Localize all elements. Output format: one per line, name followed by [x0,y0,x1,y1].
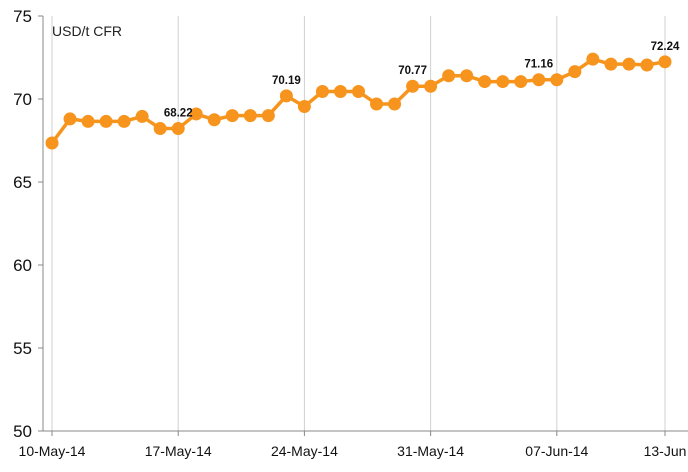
y-tick-label: 65 [13,173,32,192]
data-point [117,114,131,128]
data-point [658,55,672,69]
data-point [333,85,347,99]
data-point [45,136,59,150]
data-label: 72.24 [651,41,680,53]
axes: 10-May-14 17-May-14 24-May-14 31-May-14 07-J… [13,7,688,459]
data-point [586,52,600,66]
data-point [424,79,438,93]
y-tick-label: 75 [13,7,32,26]
data-point [153,122,167,136]
y-tick-label: 55 [13,339,32,358]
data-label: 70.77 [398,65,427,77]
data-point [622,57,636,71]
data-point [352,85,365,99]
x-tick-label: 31-May-14 [397,443,464,459]
data-point [640,58,654,72]
data-point [261,109,275,123]
data-point [370,97,384,111]
data-point [99,114,113,128]
data-point [532,73,546,87]
data-point [478,75,492,89]
y-tick-label: 70 [13,90,32,109]
x-tick-label: 10-May-14 [19,443,86,459]
data-point [189,107,203,121]
data-point [550,73,564,87]
data-point [207,113,221,127]
data-point [243,109,257,123]
x-tick-label: 13-Jun [644,443,687,459]
data-point [171,122,185,136]
x-tick-label: 24-May-14 [271,443,338,459]
data-labels: 68.22 70.19 70.77 71.16 72.24 [164,41,680,120]
data-label: 68.22 [164,108,193,120]
data-point [514,75,528,89]
data-point [568,65,582,79]
data-point [604,57,618,71]
data-point [63,112,77,126]
data-points [45,52,672,150]
x-tick-label: 07-Jun-14 [525,443,588,459]
y-tick-label: 60 [13,256,32,275]
y-tick-label: 50 [13,422,32,441]
x-tick-label: 17-May-14 [145,443,212,459]
unit-label: USD/t CFR [52,23,122,39]
data-point [81,114,95,128]
data-point [388,97,402,111]
data-point [315,85,329,99]
data-point [406,79,420,93]
data-label: 71.16 [524,59,553,71]
data-point [135,109,149,123]
data-point [279,89,293,103]
data-point [460,69,474,83]
data-label: 70.19 [272,75,301,87]
gridlines [51,16,666,431]
data-point [225,109,239,123]
data-point [297,99,311,113]
data-point [496,75,510,89]
data-point [442,69,456,83]
